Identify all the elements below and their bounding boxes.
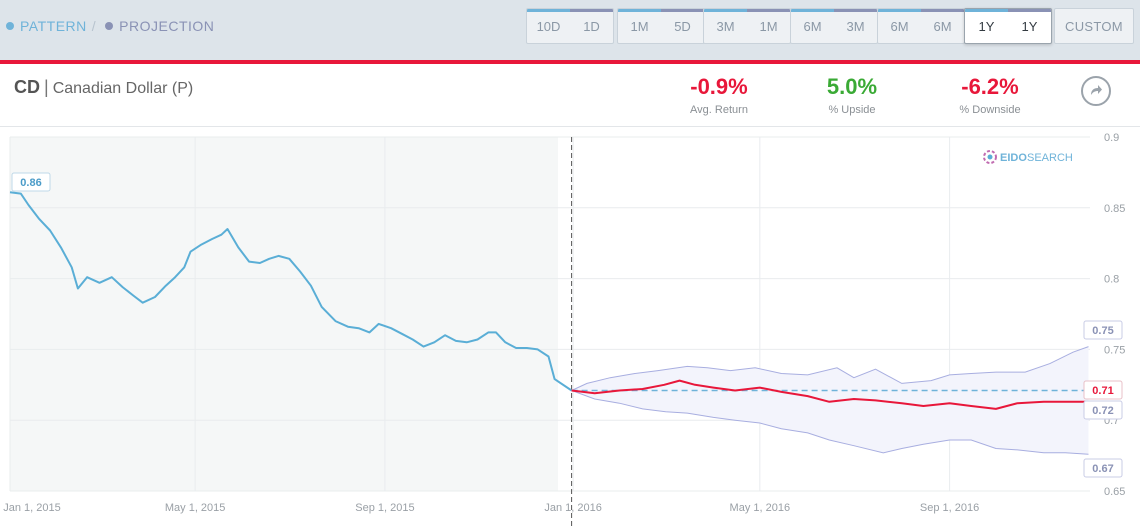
instrument-title: CD | Canadian Dollar (P) (14, 77, 193, 98)
value-tags: 0.86 0.75 0.71 0.72 0.67 (11, 172, 1123, 478)
range-bar (618, 9, 704, 12)
value-tag-current-end: 0.72 (1083, 400, 1123, 420)
range-pattern-label: 10D (536, 18, 561, 34)
value-tag-box (1083, 400, 1123, 420)
range-pattern-label: 6M (803, 18, 822, 34)
x-tick-label: Sep 1, 2015 (355, 502, 414, 514)
mode-pattern[interactable]: PATTERN (6, 18, 87, 34)
range-projection-label: 5D (674, 18, 691, 34)
stat-label: % Upside (828, 104, 876, 116)
y-tick-label: 0.65 (1104, 486, 1125, 498)
share-arrow-icon[interactable] (1081, 76, 1111, 106)
eidosearch-logo: EIDO SEARCH (983, 150, 1073, 164)
instrument-name: Canadian Dollar (P) (52, 80, 194, 97)
value-tag-label: 0.75 (1092, 325, 1113, 337)
range-bar (527, 9, 613, 12)
range-button-1m-5d[interactable]: 1M 5D (617, 8, 705, 44)
value-tag-box (1083, 320, 1123, 340)
stat-label: Avg. Return (690, 104, 748, 116)
mode-pattern-label: PATTERN (20, 18, 87, 34)
header-divider (0, 126, 1140, 127)
range-button-6m-3m[interactable]: 6M 3M (790, 8, 878, 44)
range-pattern-label: 1Y (978, 18, 995, 34)
y-tick-label: 0.85 (1104, 203, 1125, 215)
pattern-area-background (10, 137, 558, 491)
x-tick-label: Sep 1, 2016 (920, 502, 979, 514)
pattern-series-line (9, 191, 573, 392)
projection-band (571, 346, 1089, 455)
stat-value: 5.0% (826, 74, 878, 99)
mode-switch: PATTERN / PROJECTION (6, 18, 214, 34)
x-axis: Jan 1, 2015 May 1, 2015 Sep 1, 2015 Jan 1, … (3, 502, 979, 514)
range-projection-label: 3M (846, 18, 865, 34)
projection-chart: EIDO SEARCH 0.90.850.80.750.70.65 Jan 1,… (3, 132, 1125, 526)
range-bar (704, 9, 790, 12)
value-tag-box (11, 172, 51, 192)
value-tag-label: 0.72 (1092, 405, 1113, 417)
value-tag-lower-end: 0.67 (1083, 458, 1123, 478)
value-tag-box (1083, 458, 1123, 478)
stat-downside: -6.2% % Downside (930, 74, 1050, 116)
value-tag-label: 0.67 (1092, 463, 1113, 475)
logo-mark-icon (983, 150, 997, 164)
range-pattern-label: 6M (890, 18, 909, 34)
stat-upside: 5.0% % Upside (792, 74, 912, 116)
stat-avg-return: -0.9% Avg. Return (659, 74, 779, 116)
y-axis: 0.90.850.80.750.70.65 (1104, 132, 1125, 498)
value-tag-label: 0.86 (20, 177, 41, 189)
projection-series-line (571, 379, 1089, 410)
range-projection-label: 1M (759, 18, 778, 34)
title-separator: | (44, 77, 49, 97)
projection-dot-icon (105, 22, 114, 30)
pattern-dot-icon (6, 22, 14, 30)
range-button-1y-1y[interactable]: 1Y 1Y (964, 8, 1052, 44)
range-button-3m-1m[interactable]: 3M 1M (703, 8, 791, 44)
range-projection-label: 1D (583, 18, 600, 34)
logo-text-light: SEARCH (1027, 152, 1073, 164)
value-tag-projection-end: 0.71 (1083, 380, 1123, 400)
custom-range-button[interactable]: CUSTOM (1054, 8, 1134, 44)
logo-text-bold: EIDO (1000, 152, 1027, 164)
value-tag-pattern-start: 0.86 (11, 172, 51, 192)
value-tag-label: 0.71 (1092, 385, 1113, 397)
mode-projection[interactable]: PROJECTION (105, 18, 214, 34)
mode-projection-label: PROJECTION (119, 18, 215, 34)
range-pattern-label: 3M (716, 18, 735, 34)
x-tick-label: May 1, 2015 (165, 502, 226, 514)
y-tick-label: 0.8 (1104, 274, 1119, 286)
value-tag-box (1083, 380, 1123, 400)
range-button-6m-6m[interactable]: 6M 6M (877, 8, 965, 44)
range-bar (965, 9, 1051, 12)
range-projection-label: 6M (933, 18, 952, 34)
toolbar: PATTERN / PROJECTION 10D 1D 1M 5D 3M 1M … (0, 0, 1140, 60)
y-tick-label: 0.75 (1104, 344, 1125, 356)
upper-bound-line (571, 346, 1089, 391)
range-button-10d-1d[interactable]: 10D 1D (526, 8, 614, 44)
x-tick-label: May 1, 2016 (730, 502, 791, 514)
instrument-symbol: CD (14, 77, 40, 97)
x-tick-label: Jan 1, 2016 (544, 502, 602, 514)
stat-value: -0.9% (690, 74, 748, 99)
y-tick-label: 0.9 (1104, 132, 1119, 144)
range-bar (791, 9, 877, 12)
value-tag-upper-end: 0.75 (1083, 320, 1123, 340)
accent-stripe (0, 60, 1140, 64)
stat-label: % Downside (959, 104, 1021, 116)
mode-separator: / (91, 18, 97, 34)
lower-bound-line (571, 390, 1089, 455)
x-tick-label: Jan 1, 2015 (3, 502, 61, 514)
range-projection-label: 1Y (1021, 18, 1038, 34)
share-arrow-glyph (1091, 85, 1102, 95)
range-bar (878, 9, 964, 12)
stat-value: -6.2% (961, 74, 1019, 99)
range-pattern-label: 1M (630, 18, 649, 34)
